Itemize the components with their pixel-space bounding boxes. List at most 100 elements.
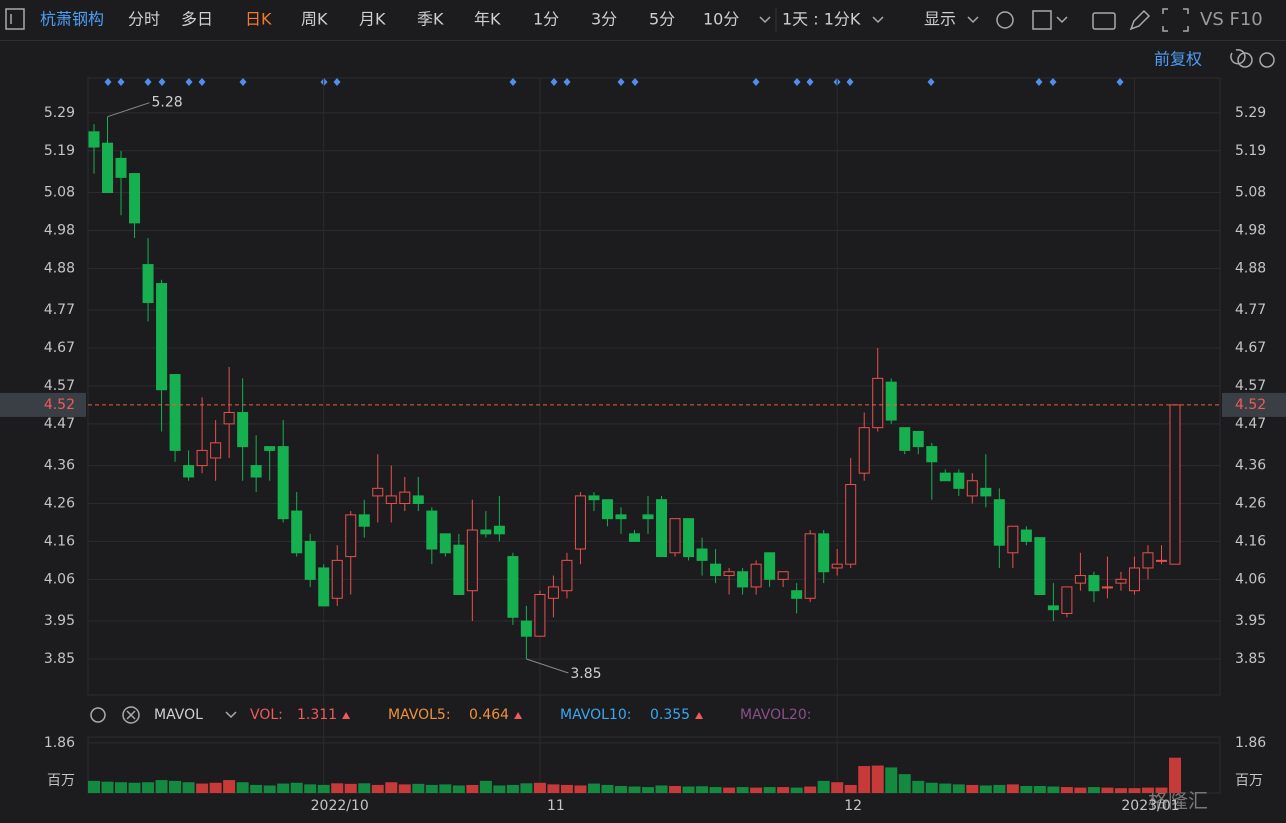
period-tab[interactable]: 日K — [245, 10, 272, 29]
candle-body — [331, 559, 343, 599]
volume-bar — [898, 774, 911, 793]
candle-body — [804, 533, 816, 599]
volume-bar — [1128, 788, 1141, 793]
event-marker — [631, 78, 639, 86]
volume-bar — [993, 784, 1006, 793]
candle-body — [277, 446, 289, 520]
volume-bar — [858, 766, 871, 793]
draw-icon[interactable] — [1129, 9, 1151, 31]
volume-bar — [763, 787, 776, 793]
period-tab[interactable]: 分时 — [128, 10, 160, 29]
volume-bar — [1169, 757, 1181, 793]
period-tab[interactable]: 多日 — [181, 10, 213, 29]
volume-bar — [1033, 786, 1046, 793]
zoom-out-icon[interactable] — [1237, 52, 1253, 68]
volume-bar — [642, 787, 655, 793]
volume-bar — [669, 786, 682, 793]
period-tab[interactable]: 周K — [301, 10, 328, 29]
period-tab[interactable]: 3分 — [591, 10, 617, 29]
chevron[interactable] — [872, 16, 884, 24]
volume-bar — [506, 784, 519, 793]
candle-body — [1142, 552, 1154, 569]
y-tick-label-right: 1.86 — [1235, 735, 1266, 751]
y-tick-label-right: 4.98 — [1235, 222, 1266, 238]
y-tick-label-right: 4.88 — [1235, 260, 1266, 276]
period-tab[interactable]: 季K — [417, 10, 444, 29]
volume-bar — [709, 787, 722, 793]
candle-body — [777, 571, 789, 580]
y-tick-label: 4.06 — [44, 571, 75, 587]
display-menu[interactable]: 显示 — [924, 10, 956, 29]
event-marker — [752, 78, 760, 86]
candle-body — [1088, 575, 1100, 592]
volume-bar — [155, 780, 168, 793]
chevron[interactable] — [225, 711, 237, 719]
vs-f10[interactable]: VS F10 — [1200, 9, 1263, 30]
candle-body — [466, 529, 478, 592]
y-tick-label: 4.26 — [44, 495, 75, 511]
period-tab[interactable]: 1分 — [533, 10, 559, 29]
chevron[interactable] — [759, 16, 771, 24]
unit-label: 百万 — [47, 773, 75, 789]
candle-body — [223, 411, 235, 425]
volume-bar — [655, 785, 668, 793]
candle-body — [1034, 537, 1046, 596]
volume-bar — [452, 785, 465, 793]
y-tick-label: 4.67 — [44, 340, 75, 356]
y-tick-label: 4.36 — [44, 458, 75, 474]
candle-body — [439, 533, 451, 554]
up-arrow — [695, 712, 704, 719]
period-tab[interactable]: 10分 — [703, 10, 739, 29]
fullscreen-icon[interactable] — [1162, 8, 1189, 32]
color-icon[interactable] — [1032, 10, 1052, 30]
period-select[interactable]: 1天 : 1分K — [782, 10, 861, 29]
y-tick-label-right: 4.16 — [1235, 533, 1266, 549]
camera-icon[interactable] — [1092, 12, 1116, 30]
indicator-value: 0.464 — [469, 707, 509, 723]
y-tick-label-right: 4.36 — [1235, 458, 1266, 474]
volume-bar — [682, 786, 695, 793]
adjust-mode[interactable]: 前复权 — [1154, 50, 1202, 69]
volume-bar — [777, 787, 790, 793]
candle-body — [547, 586, 559, 599]
menu-icon[interactable] — [5, 8, 25, 30]
indicator-close-x — [126, 710, 136, 720]
settings-icon[interactable] — [996, 11, 1014, 29]
indicator-close[interactable] — [122, 706, 140, 724]
y-tick-label: 4.47 — [44, 416, 75, 432]
y-tick-label-right: 3.95 — [1235, 613, 1266, 629]
period-tab[interactable]: 月K — [359, 10, 386, 29]
period-tab[interactable]: 年K — [474, 10, 501, 29]
event-marker — [117, 78, 125, 86]
period-tab[interactable]: 5分 — [649, 10, 675, 29]
volume-bar — [1060, 787, 1073, 793]
chevron[interactable] — [967, 16, 979, 24]
indicator-settings[interactable] — [90, 707, 106, 723]
indicator-name[interactable]: MAVOL — [154, 707, 203, 723]
up-arrow — [514, 712, 523, 719]
candle-body — [372, 487, 384, 497]
candle-body — [169, 374, 181, 451]
y-tick-label-right: 5.19 — [1235, 143, 1266, 159]
chevron[interactable] — [1056, 16, 1068, 24]
candle-body — [358, 514, 370, 527]
y-tick-label-right: 4.06 — [1235, 571, 1266, 587]
x-tick-label: 2023/01 — [1121, 798, 1179, 814]
undo-icon[interactable] — [1230, 48, 1246, 65]
close-icon[interactable] — [1259, 52, 1275, 68]
volume-bar — [371, 784, 384, 793]
y-tick-label: 3.85 — [44, 651, 75, 667]
y-tick-label: 1.86 — [44, 735, 75, 751]
event-marker — [333, 78, 341, 86]
candle-body — [980, 487, 992, 497]
last-price-box — [1222, 392, 1286, 417]
event-marker — [793, 78, 801, 86]
candle-body — [345, 514, 357, 558]
candle-body — [993, 499, 1005, 546]
volume-bar — [628, 786, 641, 793]
stock-name[interactable]: 杭萧钢构 — [40, 10, 104, 29]
unit-label-right: 百万 — [1235, 773, 1263, 789]
volume-bar — [466, 784, 479, 793]
min-leader — [526, 658, 569, 674]
